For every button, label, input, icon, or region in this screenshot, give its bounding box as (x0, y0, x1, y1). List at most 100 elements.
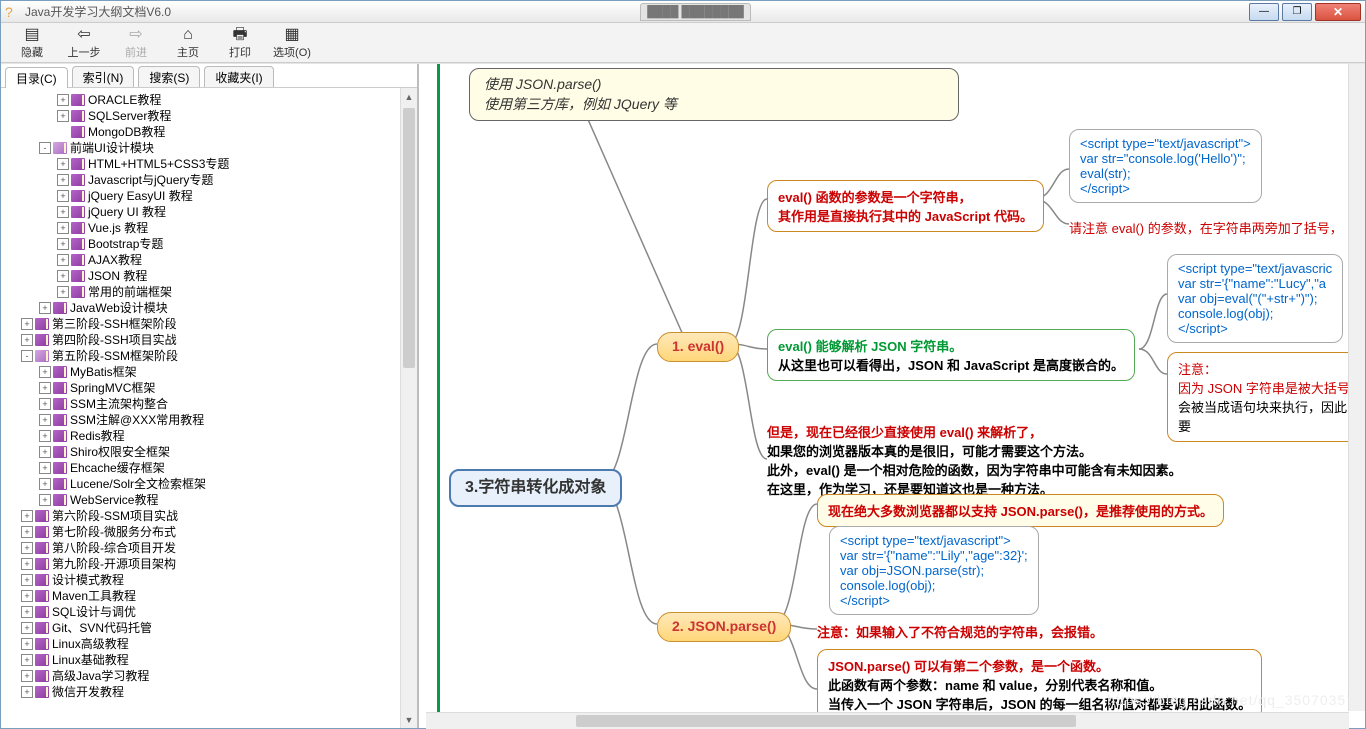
tree-item[interactable]: +SQLServer教程 (3, 108, 415, 124)
tree-item[interactable]: +Git、SVN代码托管 (3, 620, 415, 636)
expand-icon[interactable]: + (57, 238, 69, 250)
toc-tree[interactable]: +ORACLE教程+SQLServer教程MongoDB教程-前端UI设计模块+… (1, 88, 417, 728)
expand-icon[interactable]: + (21, 510, 33, 522)
tree-item[interactable]: +Redis教程 (3, 428, 415, 444)
tree-item[interactable]: +Javascript与jQuery专题 (3, 172, 415, 188)
tree-item[interactable]: +第四阶段-SSH项目实战 (3, 332, 415, 348)
tree-item[interactable]: +微信开发教程 (3, 684, 415, 700)
tree-item[interactable]: +Vue.js 教程 (3, 220, 415, 236)
expand-icon[interactable]: + (39, 398, 51, 410)
expand-icon[interactable]: - (39, 142, 51, 154)
options-button[interactable]: ▦选项(O) (267, 24, 317, 62)
expand-icon[interactable]: + (57, 110, 69, 122)
tree-item[interactable]: +SpringMVC框架 (3, 380, 415, 396)
tree-item[interactable]: +Linux基础教程 (3, 652, 415, 668)
tree-item[interactable]: +JavaWeb设计模块 (3, 300, 415, 316)
expand-icon[interactable]: + (21, 654, 33, 666)
content-pane[interactable]: 使用 JSON.parse() 使用第三方库，例如 JQuery 等 3.字符串… (419, 64, 1365, 728)
content-hscroll[interactable] (426, 712, 1349, 729)
expand-icon[interactable]: + (21, 606, 33, 618)
tree-item[interactable]: +第三阶段-SSH框架阶段 (3, 316, 415, 332)
bg-tab[interactable]: ████ ████████ (640, 3, 751, 21)
expand-icon[interactable]: + (57, 254, 69, 266)
tree-item[interactable]: MongoDB教程 (3, 124, 415, 140)
expand-icon[interactable]: + (57, 158, 69, 170)
expand-icon[interactable]: + (39, 446, 51, 458)
hide-button[interactable]: ▤隐藏 (7, 24, 57, 62)
expand-icon[interactable]: + (21, 558, 33, 570)
node-json-parse[interactable]: 2. JSON.parse() (657, 612, 791, 642)
expand-icon[interactable]: + (21, 526, 33, 538)
expand-icon[interactable]: + (21, 542, 33, 554)
expand-icon[interactable]: + (39, 414, 51, 426)
tree-item[interactable]: +Maven工具教程 (3, 588, 415, 604)
expand-icon[interactable]: + (21, 622, 33, 634)
tree-item[interactable]: +Bootstrap专题 (3, 236, 415, 252)
tree-item[interactable]: +第九阶段-开源项目架构 (3, 556, 415, 572)
tree-item[interactable]: +SQL设计与调优 (3, 604, 415, 620)
tree-item[interactable]: +第八阶段-综合项目开发 (3, 540, 415, 556)
tree-item[interactable]: +JSON 教程 (3, 268, 415, 284)
tree-item[interactable]: +Linux高级教程 (3, 636, 415, 652)
scroll-down-arrow[interactable]: ▼ (401, 711, 417, 728)
expand-icon[interactable]: - (21, 350, 33, 362)
expand-icon[interactable]: + (57, 270, 69, 282)
tree-item[interactable]: +设计模式教程 (3, 572, 415, 588)
expand-icon[interactable]: + (39, 430, 51, 442)
expand-icon[interactable]: + (57, 206, 69, 218)
tree-item[interactable]: +常用的前端框架 (3, 284, 415, 300)
tree-item[interactable]: -第五阶段-SSM框架阶段 (3, 348, 415, 364)
close-button[interactable]: ✕ (1315, 3, 1361, 21)
tree-item[interactable]: -前端UI设计模块 (3, 140, 415, 156)
expand-icon[interactable]: + (21, 590, 33, 602)
expand-icon[interactable]: + (21, 686, 33, 698)
expand-icon[interactable]: + (21, 638, 33, 650)
tree-item[interactable]: +AJAX教程 (3, 252, 415, 268)
expand-icon[interactable]: + (21, 574, 33, 586)
tree-item[interactable]: +SSM主流架构整合 (3, 396, 415, 412)
tree-item[interactable]: +jQuery EasyUI 教程 (3, 188, 415, 204)
expand-icon[interactable]: + (39, 494, 51, 506)
tab-contents[interactable]: 目录(C) (5, 67, 68, 88)
minimize-button[interactable]: — (1249, 3, 1279, 21)
tree-item[interactable]: +WebService教程 (3, 492, 415, 508)
expand-icon[interactable]: + (39, 462, 51, 474)
expand-icon[interactable]: + (21, 334, 33, 346)
sidebar-scrollbar[interactable]: ▲ ▼ (400, 88, 417, 728)
expand-icon[interactable]: + (21, 318, 33, 330)
tree-item[interactable]: +ORACLE教程 (3, 92, 415, 108)
tree-item[interactable]: +jQuery UI 教程 (3, 204, 415, 220)
expand-icon[interactable]: + (39, 478, 51, 490)
tree-item[interactable]: +第七阶段-微服务分布式 (3, 524, 415, 540)
node-eval[interactable]: 1. eval() (657, 332, 739, 362)
maximize-button[interactable]: ❐ (1282, 3, 1312, 21)
tree-item[interactable]: +第六阶段-SSM项目实战 (3, 508, 415, 524)
expand-icon[interactable] (57, 126, 69, 138)
expand-icon[interactable]: + (57, 94, 69, 106)
tree-item[interactable]: +SSM注解@XXX常用教程 (3, 412, 415, 428)
hscroll-thumb[interactable] (576, 715, 1076, 727)
forward-button[interactable]: ⇨前进 (111, 24, 161, 62)
expand-icon[interactable]: + (57, 222, 69, 234)
tree-item[interactable]: +MyBatis框架 (3, 364, 415, 380)
print-button[interactable]: 🖶打印 (215, 24, 265, 62)
content-vscroll[interactable] (1348, 64, 1365, 711)
home-button[interactable]: ⌂主页 (163, 24, 213, 62)
tree-item[interactable]: +HTML+HTML5+CSS3专题 (3, 156, 415, 172)
expand-icon[interactable]: + (57, 190, 69, 202)
tab-index[interactable]: 索引(N) (72, 66, 135, 87)
scroll-up-arrow[interactable]: ▲ (401, 88, 417, 105)
sidebar-scroll-thumb[interactable] (403, 108, 415, 368)
tree-item[interactable]: +Shiro权限安全框架 (3, 444, 415, 460)
tab-favorites[interactable]: 收藏夹(I) (204, 66, 273, 87)
expand-icon[interactable]: + (57, 174, 69, 186)
back-button[interactable]: ⇦上一步 (59, 24, 109, 62)
tree-item[interactable]: +高级Java学习教程 (3, 668, 415, 684)
tab-search[interactable]: 搜索(S) (138, 66, 200, 87)
tree-item[interactable]: +Lucene/Solr全文检索框架 (3, 476, 415, 492)
center-node[interactable]: 3.字符串转化成对象 (449, 469, 622, 507)
tree-item[interactable]: +Ehcache缓存框架 (3, 460, 415, 476)
expand-icon[interactable]: + (21, 670, 33, 682)
expand-icon[interactable]: + (57, 286, 69, 298)
expand-icon[interactable]: + (39, 382, 51, 394)
